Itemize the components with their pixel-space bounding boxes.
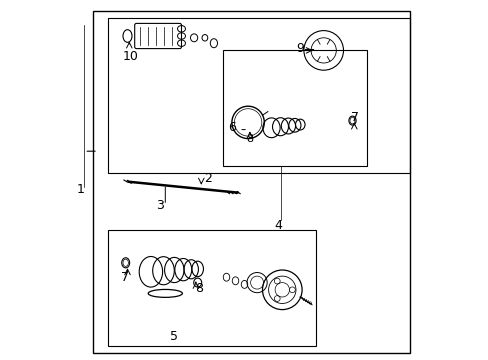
Text: 6: 6: [227, 121, 235, 134]
Text: 7: 7: [121, 271, 129, 284]
Text: 9: 9: [296, 42, 304, 55]
Bar: [107, 230, 316, 346]
Text: 8: 8: [195, 282, 203, 294]
Text: 3: 3: [156, 199, 163, 212]
Text: 10: 10: [123, 50, 139, 63]
Text: 7: 7: [351, 111, 359, 123]
Text: 4: 4: [274, 219, 282, 231]
Bar: [223, 50, 366, 166]
Text: 2: 2: [204, 172, 212, 185]
Bar: [93, 11, 409, 353]
Bar: [107, 18, 409, 173]
Text: 1: 1: [77, 183, 84, 195]
Text: 8: 8: [246, 134, 253, 144]
Text: 5: 5: [170, 330, 178, 343]
